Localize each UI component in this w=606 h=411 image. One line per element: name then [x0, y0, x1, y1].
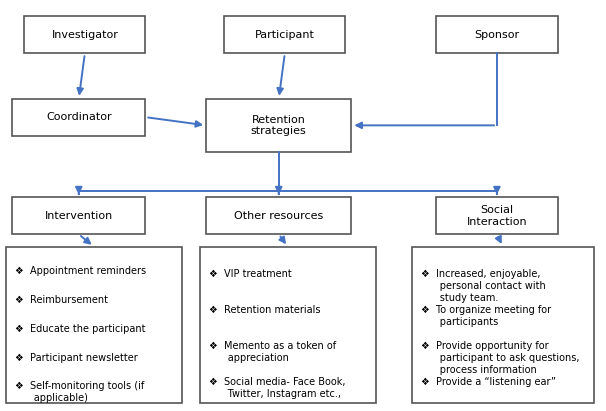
Text: ❖  Memento as a token of
      appreciation: ❖ Memento as a token of appreciation: [209, 341, 336, 363]
FancyBboxPatch shape: [206, 197, 351, 234]
Text: Intervention: Intervention: [45, 211, 113, 221]
Text: ❖  Retention materials: ❖ Retention materials: [209, 305, 321, 315]
Text: Participant: Participant: [255, 30, 315, 40]
FancyBboxPatch shape: [224, 16, 345, 53]
FancyBboxPatch shape: [24, 16, 145, 53]
Text: Coordinator: Coordinator: [46, 112, 112, 122]
FancyBboxPatch shape: [436, 197, 558, 234]
FancyBboxPatch shape: [200, 247, 376, 403]
FancyBboxPatch shape: [436, 16, 558, 53]
Text: ❖  Self-monitoring tools (if
      applicable): ❖ Self-monitoring tools (if applicable): [15, 381, 144, 404]
Text: ❖  VIP treatment: ❖ VIP treatment: [209, 269, 292, 279]
Text: ❖  Educate the participant: ❖ Educate the participant: [15, 324, 145, 334]
Text: ❖  To organize meeting for
      participants: ❖ To organize meeting for participants: [421, 305, 551, 327]
Text: ❖  Increased, enjoyable,
      personal contact with
      study team.: ❖ Increased, enjoyable, personal contact…: [421, 269, 546, 303]
Text: Sponsor: Sponsor: [474, 30, 519, 40]
Text: ❖  Appointment reminders: ❖ Appointment reminders: [15, 266, 146, 276]
FancyBboxPatch shape: [206, 99, 351, 152]
FancyBboxPatch shape: [12, 99, 145, 136]
FancyBboxPatch shape: [12, 197, 145, 234]
Text: ❖  Provide opportunity for
      participant to ask questions,
      process inf: ❖ Provide opportunity for participant to…: [421, 341, 580, 375]
Text: ❖  Reimbursement: ❖ Reimbursement: [15, 295, 108, 305]
FancyBboxPatch shape: [412, 247, 594, 403]
Text: ❖  Provide a “listening ear”: ❖ Provide a “listening ear”: [421, 377, 556, 387]
Text: ❖  Participant newsletter: ❖ Participant newsletter: [15, 353, 138, 363]
FancyBboxPatch shape: [6, 247, 182, 403]
Text: ❖  Social media- Face Book,
      Twitter, Instagram etc.,: ❖ Social media- Face Book, Twitter, Inst…: [209, 377, 345, 399]
Text: Social
Interaction: Social Interaction: [467, 205, 527, 226]
Text: Investigator: Investigator: [52, 30, 118, 40]
Text: Retention
strategies: Retention strategies: [251, 115, 307, 136]
Text: Other resources: Other resources: [234, 211, 324, 221]
